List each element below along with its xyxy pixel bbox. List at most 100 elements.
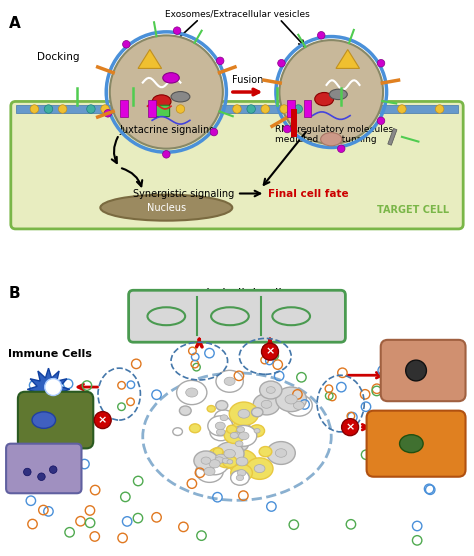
Ellipse shape [222, 458, 229, 463]
Ellipse shape [266, 386, 275, 393]
Ellipse shape [236, 441, 243, 446]
Ellipse shape [238, 432, 249, 440]
Ellipse shape [253, 394, 280, 415]
Text: Juxtacrine signaling: Juxtacrine signaling [119, 125, 216, 135]
Ellipse shape [204, 467, 215, 475]
FancyBboxPatch shape [366, 411, 465, 476]
Bar [16, 105, 458, 113]
Polygon shape [138, 49, 162, 68]
Circle shape [58, 105, 67, 113]
Ellipse shape [207, 447, 235, 470]
Ellipse shape [260, 381, 282, 399]
Circle shape [262, 343, 278, 360]
Ellipse shape [224, 428, 244, 444]
Ellipse shape [228, 450, 257, 473]
Ellipse shape [231, 470, 249, 485]
Ellipse shape [285, 395, 312, 416]
Ellipse shape [213, 448, 223, 456]
Circle shape [436, 105, 444, 113]
Ellipse shape [227, 460, 233, 464]
Ellipse shape [215, 454, 227, 463]
Text: Final cell fate: Final cell fate [268, 188, 348, 198]
Circle shape [37, 473, 45, 480]
Ellipse shape [254, 465, 265, 473]
Ellipse shape [196, 460, 223, 483]
Circle shape [30, 105, 38, 113]
Ellipse shape [216, 400, 228, 410]
Ellipse shape [220, 415, 228, 421]
Ellipse shape [261, 400, 272, 408]
Circle shape [163, 151, 170, 158]
Ellipse shape [243, 425, 251, 431]
Text: Exosomes/Extracellular vesicles: Exosomes/Extracellular vesicles [164, 9, 310, 18]
Ellipse shape [217, 429, 225, 435]
Ellipse shape [215, 442, 244, 465]
FancyBboxPatch shape [18, 392, 93, 448]
Circle shape [104, 110, 112, 117]
Circle shape [45, 379, 62, 395]
Ellipse shape [400, 435, 423, 453]
Ellipse shape [230, 433, 238, 439]
Ellipse shape [215, 457, 224, 464]
Ellipse shape [216, 370, 243, 392]
Ellipse shape [252, 408, 263, 417]
FancyBboxPatch shape [154, 105, 170, 117]
Ellipse shape [279, 40, 383, 144]
FancyBboxPatch shape [6, 444, 82, 493]
Circle shape [24, 468, 31, 476]
Circle shape [337, 145, 345, 152]
Ellipse shape [329, 89, 347, 100]
Text: ×: × [346, 422, 355, 432]
Circle shape [280, 105, 288, 113]
Circle shape [377, 59, 385, 67]
Ellipse shape [207, 405, 215, 412]
Ellipse shape [249, 425, 264, 437]
Text: ×: × [98, 415, 108, 425]
Polygon shape [336, 49, 359, 68]
Circle shape [210, 128, 218, 136]
Circle shape [377, 117, 385, 125]
Ellipse shape [171, 92, 190, 102]
Ellipse shape [210, 423, 232, 441]
Ellipse shape [285, 395, 297, 404]
Ellipse shape [224, 377, 235, 385]
Bar [388, 128, 397, 145]
Ellipse shape [173, 428, 182, 435]
Ellipse shape [110, 36, 223, 148]
Ellipse shape [237, 427, 245, 433]
Text: B: B [9, 286, 20, 301]
Text: Immune Cells: Immune Cells [9, 349, 92, 359]
Polygon shape [27, 368, 70, 411]
Circle shape [318, 32, 325, 39]
Circle shape [176, 105, 185, 113]
Text: Fusion: Fusion [232, 75, 263, 85]
Ellipse shape [238, 409, 250, 418]
Ellipse shape [186, 388, 198, 397]
Text: ×: × [265, 346, 274, 356]
Circle shape [406, 360, 427, 381]
Ellipse shape [209, 451, 230, 469]
Ellipse shape [179, 406, 191, 415]
Circle shape [217, 57, 224, 64]
Ellipse shape [315, 92, 334, 106]
Ellipse shape [231, 422, 250, 438]
FancyBboxPatch shape [128, 290, 346, 342]
Ellipse shape [100, 195, 232, 221]
Ellipse shape [194, 451, 218, 470]
Text: Docking: Docking [36, 52, 79, 62]
Ellipse shape [32, 412, 55, 428]
Circle shape [49, 466, 57, 473]
Ellipse shape [236, 475, 244, 480]
Ellipse shape [209, 460, 220, 468]
Bar [148, 100, 156, 117]
Ellipse shape [227, 425, 237, 434]
Ellipse shape [208, 416, 233, 436]
Ellipse shape [214, 410, 234, 425]
Ellipse shape [190, 424, 201, 433]
Text: Synergistic signaling: Synergistic signaling [133, 188, 235, 198]
Ellipse shape [231, 464, 252, 481]
Circle shape [233, 105, 241, 113]
Ellipse shape [293, 401, 304, 409]
Ellipse shape [245, 408, 254, 415]
Ellipse shape [227, 428, 246, 443]
